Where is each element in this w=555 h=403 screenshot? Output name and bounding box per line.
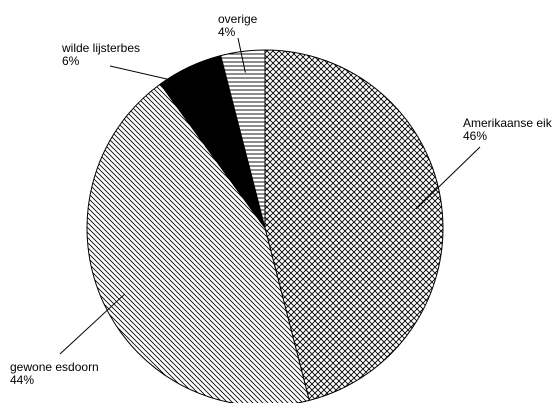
leader-line	[415, 146, 481, 210]
slice-label-name: Amerikaanse eik	[463, 116, 553, 130]
pie-slice-amerikaanse-eik	[264, 49, 444, 402]
pie-slices	[86, 49, 444, 403]
pie-slice-overige	[220, 49, 266, 229]
slice-label-percent: 6%	[62, 54, 80, 68]
slice-label-percent: 46%	[463, 129, 487, 143]
leader-line	[237, 37, 246, 73]
slice-label-name: gewone esdoorn	[10, 360, 99, 374]
pie-slice-gewone-esdoorn	[86, 83, 310, 403]
slice-label-percent: 4%	[218, 25, 236, 39]
leader-lines	[59, 37, 481, 355]
slice-label-percent: 44%	[10, 373, 34, 387]
slice-label-name: wilde lijsterbes	[61, 41, 140, 55]
leader-line	[59, 293, 126, 355]
leader-line	[109, 65, 199, 87]
slice-label-name: overige	[218, 12, 258, 26]
